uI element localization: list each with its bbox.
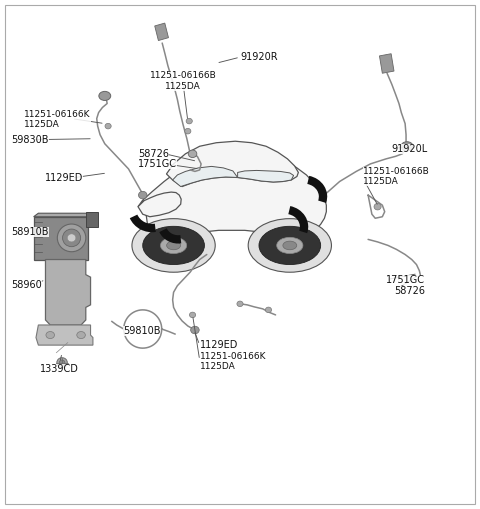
- Ellipse shape: [188, 150, 197, 158]
- Text: 1129ED: 1129ED: [45, 173, 83, 183]
- Text: 91920L: 91920L: [392, 144, 428, 154]
- Ellipse shape: [265, 307, 272, 313]
- Text: 11251-06166K
1125DA: 11251-06166K 1125DA: [200, 352, 266, 371]
- Ellipse shape: [99, 92, 111, 100]
- Ellipse shape: [67, 234, 76, 242]
- Ellipse shape: [138, 191, 147, 199]
- Ellipse shape: [259, 227, 321, 265]
- Bar: [86, 212, 97, 227]
- Polygon shape: [36, 325, 93, 345]
- Ellipse shape: [185, 128, 191, 134]
- Polygon shape: [138, 149, 326, 248]
- Ellipse shape: [160, 237, 187, 253]
- Bar: [380, 54, 394, 73]
- Ellipse shape: [191, 326, 199, 334]
- Ellipse shape: [59, 360, 65, 365]
- Polygon shape: [238, 171, 294, 182]
- Ellipse shape: [190, 312, 196, 318]
- Text: 59830B: 59830B: [12, 135, 49, 145]
- Ellipse shape: [46, 331, 55, 338]
- Ellipse shape: [401, 142, 413, 151]
- Text: 1129ED: 1129ED: [200, 340, 238, 350]
- Ellipse shape: [374, 204, 381, 210]
- Text: 58960: 58960: [12, 280, 42, 290]
- Polygon shape: [138, 192, 181, 217]
- Text: 58910B: 58910B: [12, 227, 49, 237]
- Ellipse shape: [62, 229, 81, 247]
- Bar: [155, 23, 168, 41]
- Ellipse shape: [248, 219, 332, 272]
- Ellipse shape: [143, 227, 204, 265]
- Ellipse shape: [57, 358, 67, 368]
- Text: 59810B: 59810B: [123, 326, 160, 336]
- Text: 58726: 58726: [394, 286, 425, 296]
- Bar: [34, 217, 88, 260]
- Polygon shape: [167, 141, 299, 186]
- Text: 11251-06166B
1125DA: 11251-06166B 1125DA: [150, 71, 216, 91]
- Ellipse shape: [283, 241, 297, 250]
- Ellipse shape: [132, 219, 215, 272]
- Text: 1751GC: 1751GC: [386, 275, 425, 285]
- Text: 91920R: 91920R: [240, 52, 277, 62]
- Text: 11251-06166B
1125DA: 11251-06166B 1125DA: [363, 167, 430, 186]
- Ellipse shape: [276, 237, 303, 253]
- Text: 58726: 58726: [138, 149, 169, 159]
- Ellipse shape: [186, 118, 192, 124]
- Ellipse shape: [237, 301, 243, 306]
- Ellipse shape: [105, 123, 111, 129]
- Ellipse shape: [77, 331, 85, 338]
- Polygon shape: [46, 260, 91, 325]
- Ellipse shape: [57, 224, 86, 252]
- Ellipse shape: [167, 241, 180, 250]
- Text: 1751GC: 1751GC: [138, 159, 177, 169]
- Text: 11251-06166K
1125DA: 11251-06166K 1125DA: [24, 110, 91, 129]
- Polygon shape: [34, 213, 93, 217]
- Text: 1339CD: 1339CD: [40, 364, 79, 374]
- Polygon shape: [173, 166, 238, 186]
